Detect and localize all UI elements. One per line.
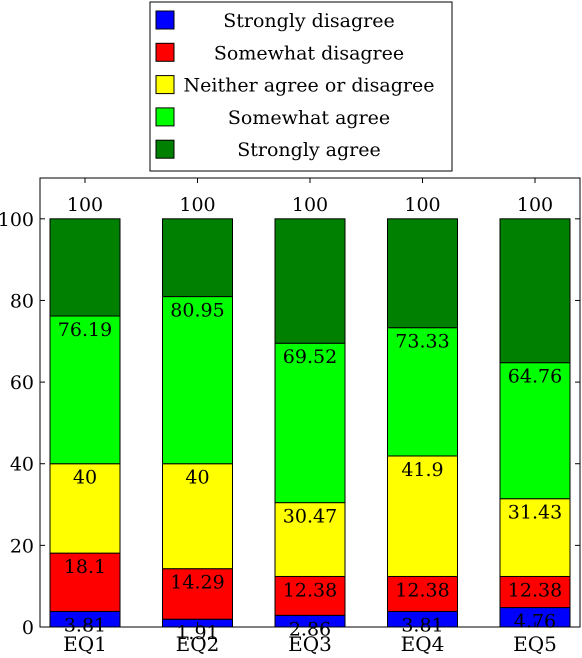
- x-tick-label: EQ1: [63, 632, 107, 656]
- bar-segment: [499, 498, 571, 577]
- bar-segment: [274, 218, 346, 344]
- bar-segment: [274, 342, 346, 504]
- bar-value-label: 12.38: [508, 579, 562, 601]
- y-tick-label: 40: [10, 454, 34, 476]
- legend-swatch: [155, 75, 175, 95]
- bar-value-label: 2.86: [289, 618, 331, 640]
- bar-segment: [49, 218, 121, 317]
- bar-value-label: 12.38: [395, 579, 449, 601]
- bar-value-label: 30.47: [283, 506, 337, 528]
- bar-segment: [387, 455, 458, 577]
- legend-swatch: [155, 42, 175, 62]
- bar-segment: [387, 575, 458, 612]
- y-tick-label: 20: [10, 535, 34, 557]
- bar-value-label: 41.9: [401, 459, 443, 481]
- bar-value-label: 31.43: [508, 502, 562, 524]
- legend-swatch: [155, 139, 175, 159]
- legend-swatch: [155, 107, 175, 127]
- bar-segment: [499, 362, 571, 500]
- y-tick-label: 80: [10, 290, 34, 312]
- bar-segment: [274, 575, 346, 616]
- bar-segment: [162, 218, 233, 298]
- legend-label: Strongly agree: [237, 139, 380, 161]
- bar-segment: [162, 296, 233, 465]
- bar-value-label: 40: [185, 467, 209, 489]
- bar-value-label: 73.33: [395, 331, 449, 353]
- bar-value-label: 80.95: [170, 300, 224, 322]
- bar-value-label: 64.76: [508, 366, 562, 388]
- x-tick-label: EQ5: [513, 632, 557, 656]
- x-tick-label: EQ2: [176, 632, 220, 656]
- bar-segment: [162, 463, 233, 570]
- bar-value-label: 4.76: [514, 611, 556, 633]
- bar-value-label: 69.52: [283, 346, 337, 368]
- legend-label: Somewhat disagree: [214, 42, 404, 64]
- bar-segment: [499, 218, 571, 364]
- bar-value-label: 100: [179, 194, 215, 216]
- bar-value-label: 76.19: [58, 319, 112, 341]
- y-tick-label: 60: [10, 372, 34, 394]
- bar-value-label: 18.1: [64, 556, 106, 578]
- bar-segment: [274, 502, 346, 577]
- bar-value-label: 1.91: [176, 622, 218, 644]
- legend-box: [149, 1, 453, 172]
- bar-value-label: 100: [517, 194, 553, 216]
- bar-value-label: 14.29: [170, 572, 224, 594]
- x-tick-label: EQ4: [401, 632, 445, 656]
- legend-label: Neither agree or disagree: [184, 75, 435, 97]
- bar-value-label: 100: [67, 194, 103, 216]
- x-tick-label: EQ3: [288, 632, 332, 656]
- legend-swatch: [155, 10, 175, 30]
- y-tick-label: 0: [22, 617, 34, 639]
- bar-value-label: 100: [292, 194, 328, 216]
- legend-label: Somewhat agree: [228, 107, 390, 129]
- bar-value-label: 40: [73, 467, 97, 489]
- bar-value-label: 100: [404, 194, 440, 216]
- bar-value-label: 12.38: [283, 579, 337, 601]
- bar-segment: [387, 218, 458, 329]
- legend-label: Strongly disagree: [223, 10, 394, 32]
- y-tick-label: 100: [0, 209, 34, 231]
- bar-segment: [162, 568, 233, 620]
- bar-segment: [387, 327, 458, 457]
